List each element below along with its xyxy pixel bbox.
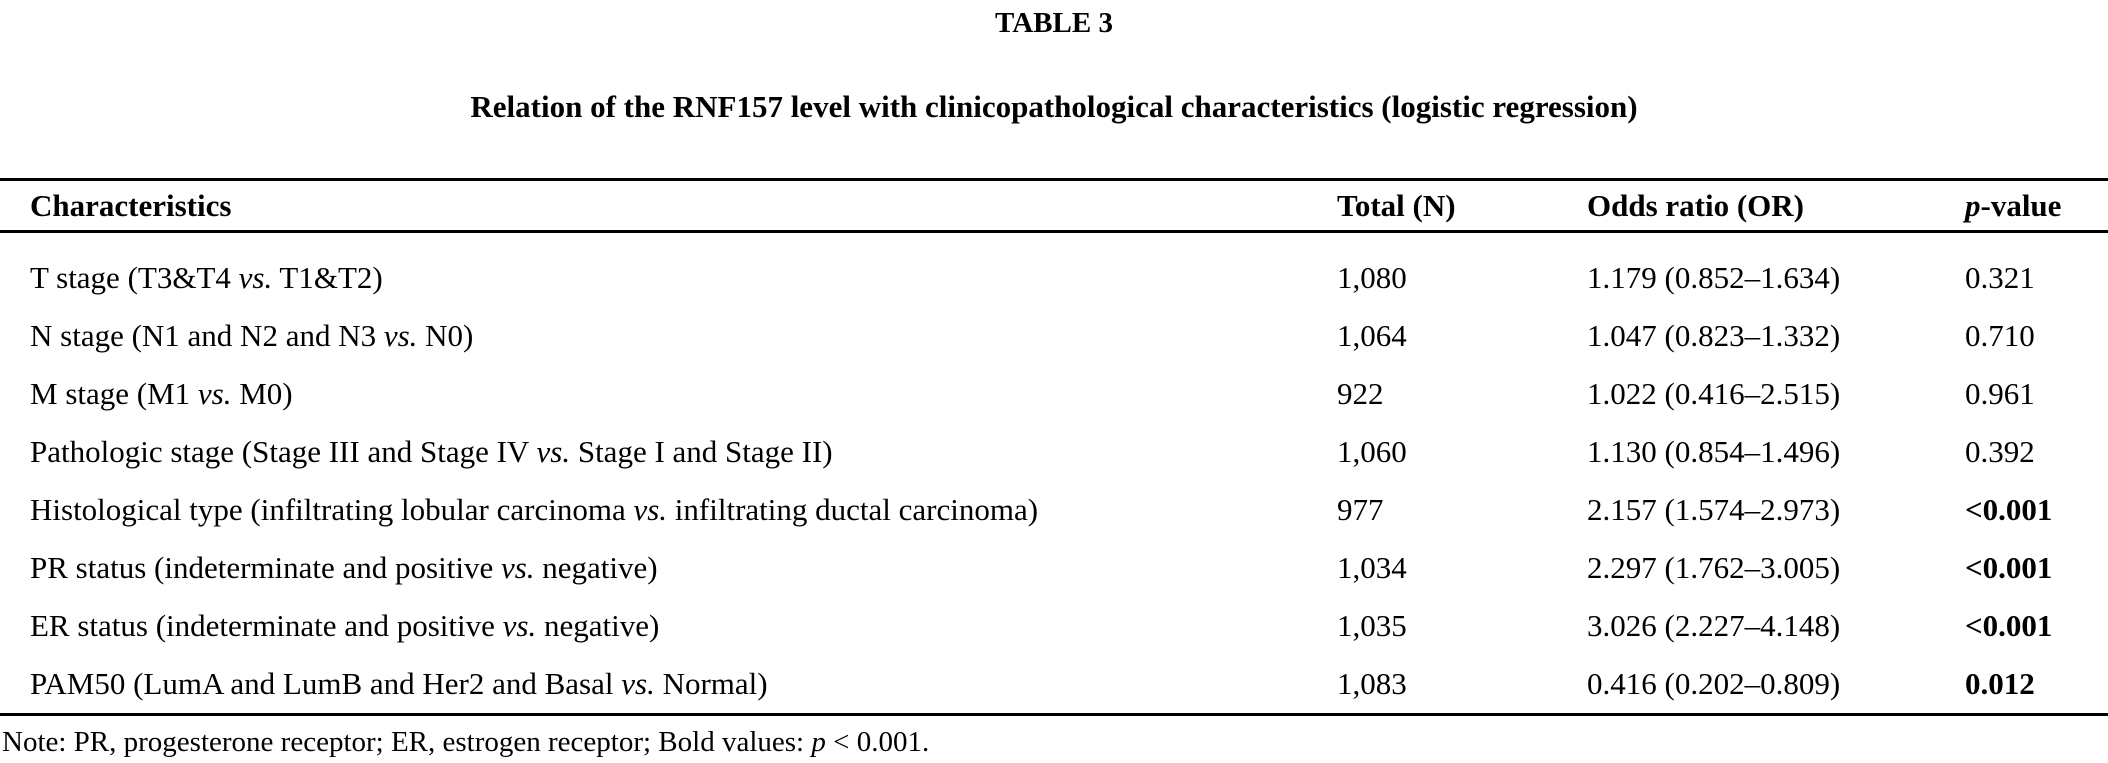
header-p-value-rest: -value	[1980, 187, 2062, 223]
table-row: M stage (M1 vs. M0) 922 1.022 (0.416–2.5…	[0, 365, 2108, 423]
p-value-cell: 0.321	[1965, 260, 2035, 295]
characteristic-text: T stage (T3&T4	[30, 260, 239, 295]
characteristic-text: PR status (indeterminate and positive	[30, 550, 501, 585]
characteristic-text: N stage (N1 and N2 and N3	[30, 318, 384, 353]
odds-ratio-cell: 1.022 (0.416–2.515)	[1587, 376, 1841, 411]
vs-text: vs.	[536, 434, 571, 469]
table-row: PR status (indeterminate and positive vs…	[0, 539, 2108, 597]
characteristic-cell: Pathologic stage (Stage III and Stage IV…	[0, 423, 1337, 481]
odds-ratio-cell: 0.416 (0.202–0.809)	[1587, 666, 1841, 701]
odds-ratio-cell: 1.179 (0.852–1.634)	[1587, 260, 1841, 295]
characteristic-cell: N stage (N1 and N2 and N3 vs. N0)	[0, 307, 1337, 365]
note-p-symbol: p	[811, 726, 826, 758]
characteristic-text-post: N0)	[417, 318, 474, 353]
characteristic-text: M stage (M1	[30, 376, 198, 411]
characteristic-text-post: negative)	[534, 550, 658, 585]
page-title: Relation of the RNF157 level with clinic…	[470, 89, 1638, 124]
header-p-value-italic: p	[1965, 187, 1981, 223]
total-cell: 1,034	[1337, 550, 1407, 585]
p-value-cell: <0.001	[1965, 550, 2053, 585]
p-value-cell: 0.012	[1965, 666, 2035, 701]
vs-text: vs.	[238, 260, 273, 295]
header-row: Characteristics Total (N) Odds ratio (OR…	[0, 179, 2108, 233]
table-row: PAM50 (LumA and LumB and Her2 and Basal …	[0, 655, 2108, 715]
clinicopathological-table: Characteristics Total (N) Odds ratio (OR…	[0, 178, 2108, 716]
total-cell: 922	[1337, 376, 1384, 411]
characteristic-cell: Histological type (infiltrating lobular …	[0, 481, 1337, 539]
p-value-cell: 0.710	[1965, 318, 2035, 353]
characteristic-text: Histological type (infiltrating lobular …	[30, 492, 634, 527]
characteristic-text-post: infiltrating ductal carcinoma)	[667, 492, 1039, 527]
table-note: Note: PR, progesterone receptor; ER, est…	[0, 725, 2108, 759]
characteristic-cell: T stage (T3&T4 vs. T1&T2)	[0, 232, 1337, 308]
total-cell: 1,035	[1337, 608, 1407, 643]
odds-ratio-cell: 2.297 (1.762–3.005)	[1587, 550, 1841, 585]
vs-text: vs.	[197, 376, 232, 411]
total-cell: 1,083	[1337, 666, 1407, 701]
note-text-pre: Note: PR, progesterone receptor; ER, est…	[2, 726, 812, 758]
odds-ratio-cell: 1.130 (0.854–1.496)	[1587, 434, 1841, 469]
header-odds-ratio: Odds ratio (OR)	[1587, 179, 1965, 233]
total-cell: 977	[1337, 492, 1384, 527]
table-row: ER status (indeterminate and positive vs…	[0, 597, 2108, 655]
header-characteristics: Characteristics	[0, 179, 1337, 233]
table-label: TABLE 3	[995, 7, 1113, 39]
table-header: Characteristics Total (N) Odds ratio (OR…	[0, 179, 2108, 233]
characteristic-text: Pathologic stage (Stage III and Stage IV	[30, 434, 537, 469]
vs-text: vs.	[502, 608, 537, 643]
vs-text: vs.	[633, 492, 668, 527]
vs-text: vs.	[383, 318, 418, 353]
characteristic-text-post: negative)	[536, 608, 660, 643]
table-body: T stage (T3&T4 vs. T1&T2) 1,080 1.179 (0…	[0, 232, 2108, 715]
characteristic-text: PAM50 (LumA and LumB and Her2 and Basal	[30, 666, 622, 701]
characteristic-cell: ER status (indeterminate and positive vs…	[0, 597, 1337, 655]
total-cell: 1,064	[1337, 318, 1407, 353]
odds-ratio-cell: 1.047 (0.823–1.332)	[1587, 318, 1841, 353]
characteristic-text: ER status (indeterminate and positive	[30, 608, 503, 643]
header-total: Total (N)	[1337, 179, 1587, 233]
characteristic-cell: M stage (M1 vs. M0)	[0, 365, 1337, 423]
p-value-cell: 0.392	[1965, 434, 2035, 469]
table-row: N stage (N1 and N2 and N3 vs. N0) 1,064 …	[0, 307, 2108, 365]
characteristic-text-post: M0)	[231, 376, 293, 411]
table-row: Pathologic stage (Stage III and Stage IV…	[0, 423, 2108, 481]
characteristic-cell: PAM50 (LumA and LumB and Her2 and Basal …	[0, 655, 1337, 715]
odds-ratio-cell: 3.026 (2.227–4.148)	[1587, 608, 1841, 643]
odds-ratio-cell: 2.157 (1.574–2.973)	[1587, 492, 1841, 527]
p-value-cell: <0.001	[1965, 608, 2053, 643]
characteristic-cell: PR status (indeterminate and positive vs…	[0, 539, 1337, 597]
vs-text: vs.	[621, 666, 655, 701]
table-row: Histological type (infiltrating lobular …	[0, 481, 2108, 539]
characteristic-text-post: Stage I and Stage II)	[570, 434, 833, 469]
total-cell: 1,080	[1337, 260, 1407, 295]
table-row: T stage (T3&T4 vs. T1&T2) 1,080 1.179 (0…	[0, 232, 2108, 308]
p-value-cell: 0.961	[1965, 376, 2035, 411]
characteristic-text-post: T1&T2)	[272, 260, 383, 295]
header-p-value: p-value	[1965, 179, 2108, 233]
note-text-post: < 0.001.	[825, 726, 930, 758]
vs-text: vs.	[500, 550, 535, 585]
characteristic-text-post: Normal)	[654, 666, 768, 701]
p-value-cell: <0.001	[1965, 492, 2053, 527]
total-cell: 1,060	[1337, 434, 1407, 469]
